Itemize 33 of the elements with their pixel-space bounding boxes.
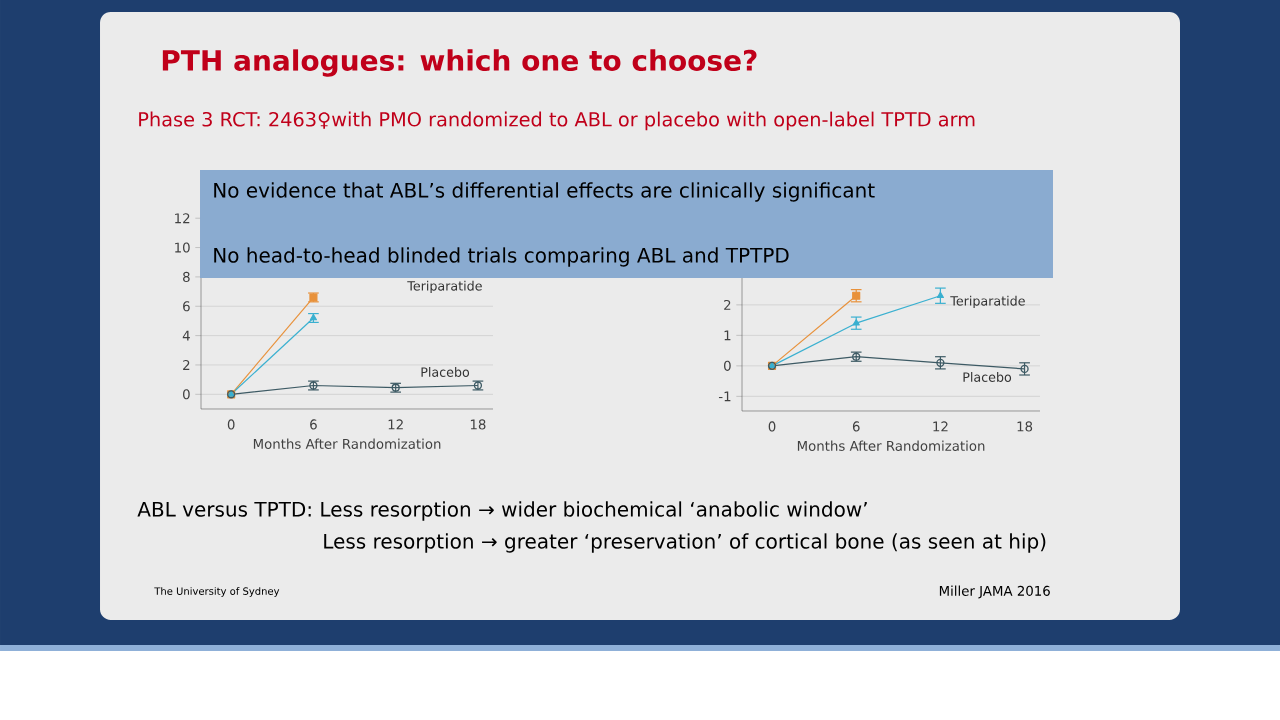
y-tick-label: 2	[724, 299, 731, 310]
y-tick-label: 12	[175, 213, 190, 224]
y-tick-label: 2	[183, 359, 190, 370]
y-tick-label: 0	[724, 360, 731, 371]
annotation: Teriparatide	[950, 295, 1025, 309]
text: No evidence that ABL’s differential effects are clinically significant	[214, 182, 875, 202]
x-tick-label: 18	[1017, 421, 1033, 432]
x-tick-label: 0	[768, 421, 776, 432]
annotation: No head-to-head blinded trials comparing ABL and TPTPD	[214, 247, 789, 267]
y-tick-label: -1	[718, 391, 731, 402]
x-tick-label: 12	[933, 421, 948, 432]
x-tick-label: 12	[388, 419, 403, 430]
text: Phase 3 RCT: 2463♀with PMO randomized to ABL or placebo with open-label TPTD arm	[139, 111, 975, 131]
y-tick-label: 4	[182, 330, 190, 341]
annotation: Placebo	[963, 372, 1012, 382]
text: ABL versus TPTD: Less resorption → wider biochemical ‘anabolic window’	[137, 501, 867, 521]
x-axis-title: Months After Randomization	[253, 438, 441, 449]
x-tick-label: 6	[310, 419, 317, 430]
y-tick-label: 6	[183, 301, 190, 312]
text: Miller JAMA 2016	[939, 585, 1050, 599]
annotation: Teriparatide	[407, 280, 482, 294]
text: Less resorption → greater ‘preservation’ of cortical bone (as seen at hip)	[324, 533, 1046, 553]
x-tick-label: 18	[470, 419, 486, 430]
chart-title: PTH analogues: which one to choose?	[162, 49, 757, 77]
x-tick-label: 0	[227, 419, 235, 430]
x-axis-title: Months After Randomization	[797, 440, 985, 451]
y-tick-label: 10	[175, 242, 190, 253]
annotation: Placebo	[421, 367, 470, 377]
y-tick-label: 1	[724, 330, 731, 341]
y-tick-label: 8	[183, 271, 190, 282]
x-tick-label: 6	[852, 421, 860, 432]
text: The University of Sydney	[154, 587, 280, 597]
y-tick-label: 0	[183, 389, 190, 400]
